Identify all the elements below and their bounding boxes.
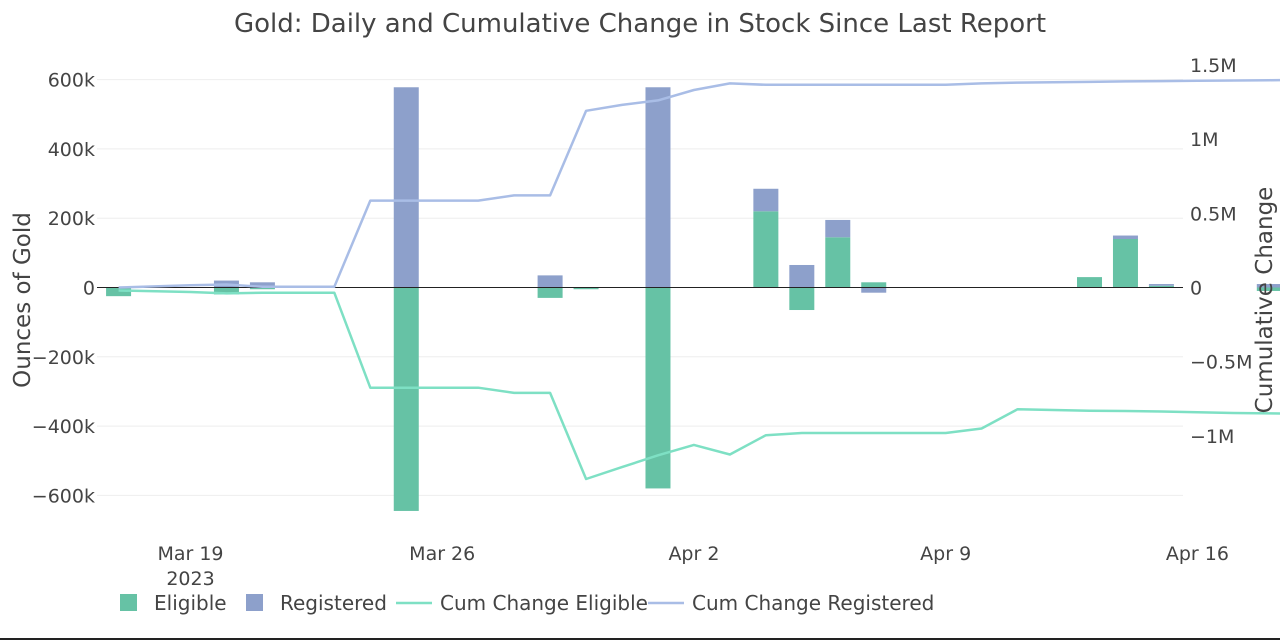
y-axis-ticks: 600k 400k 200k 0 −200k −400k −600k: [32, 70, 95, 508]
x-tick-label: Mar 19: [157, 543, 223, 565]
bar-eligible: [1148, 285, 1174, 288]
bar-registered: [861, 287, 887, 293]
y2-tick-label: −1M: [1190, 426, 1234, 448]
y2-tick-label: 1.5M: [1190, 55, 1237, 77]
bar-eligible: [249, 287, 275, 290]
x-tick-label: Apr 9: [920, 543, 971, 565]
bar-eligible: [106, 287, 132, 297]
bar-eligible: [825, 237, 851, 288]
y-tick-label: 0: [83, 278, 95, 300]
bar-eligible: [1256, 287, 1280, 291]
bars: [106, 87, 1280, 511]
chart-title: Gold: Daily and Cumulative Change in Sto…: [234, 9, 1046, 39]
bar-eligible: [213, 287, 239, 295]
y-tick-label: 200k: [48, 208, 95, 230]
legend-item-label: Eligible: [154, 591, 227, 615]
bar-eligible: [537, 287, 563, 298]
bar-registered: [1148, 284, 1174, 286]
bar-eligible: [1112, 239, 1138, 288]
bar-registered: [645, 87, 671, 288]
bar-eligible: [393, 287, 419, 511]
line-cum-change-eligible: [118, 289, 1280, 481]
bar-eligible: [573, 287, 599, 290]
x-tick-label: Apr 2: [668, 543, 719, 565]
bar-registered: [753, 188, 779, 212]
bar-eligible: [789, 287, 815, 311]
y2-tick-label: 0: [1190, 278, 1202, 300]
bottom-border: [0, 638, 1280, 640]
y-tick-label: 400k: [48, 139, 95, 161]
legend: Eligible Registered Cum Change Eligible Cum…: [120, 591, 934, 615]
y-tick-label: −200k: [32, 347, 95, 369]
y-axis-title: Ounces of Gold: [10, 212, 36, 388]
bar-registered: [789, 264, 815, 288]
bar-eligible: [1077, 277, 1103, 288]
x-axis-ticks: Mar 19 2023 Mar 26 Apr 2 Apr 9 Apr 16: [157, 543, 1228, 590]
bar-registered: [825, 219, 851, 238]
y-tick-label: 600k: [48, 70, 95, 92]
y-tick-label: −600k: [32, 485, 95, 507]
y-tick-label: −400k: [32, 416, 95, 438]
y2-tick-label: 0.5M: [1190, 203, 1237, 225]
y2-tick-label: 1M: [1190, 129, 1218, 151]
bar-eligible: [861, 282, 887, 288]
gridlines: [97, 79, 1183, 496]
bar-eligible: [753, 211, 779, 288]
y2-tick-label: −0.5M: [1190, 352, 1253, 374]
line-cum-change-registered: [118, 78, 1280, 289]
cumulative-lines: [118, 78, 1280, 481]
legend-item-label: Registered: [280, 591, 387, 615]
bar-registered: [1112, 235, 1138, 239]
x-tick-label: Apr 16: [1166, 543, 1229, 565]
x-tick-year: 2023: [166, 568, 214, 590]
y2-axis-title: Cumulative Change: [1252, 187, 1278, 414]
bar-registered: [1256, 284, 1280, 288]
legend-swatch: [120, 594, 137, 611]
legend-item-label: Cum Change Registered: [692, 591, 934, 615]
bar-registered: [537, 275, 563, 288]
x-tick-label: Mar 26: [409, 543, 475, 565]
bar-registered: [249, 282, 275, 288]
bar-registered: [393, 87, 419, 288]
y2-axis-ticks: 1.5M 1M 0.5M 0 −0.5M −1M: [1190, 55, 1253, 448]
legend-swatch: [246, 594, 263, 611]
legend-item-label: Cum Change Eligible: [440, 591, 648, 615]
